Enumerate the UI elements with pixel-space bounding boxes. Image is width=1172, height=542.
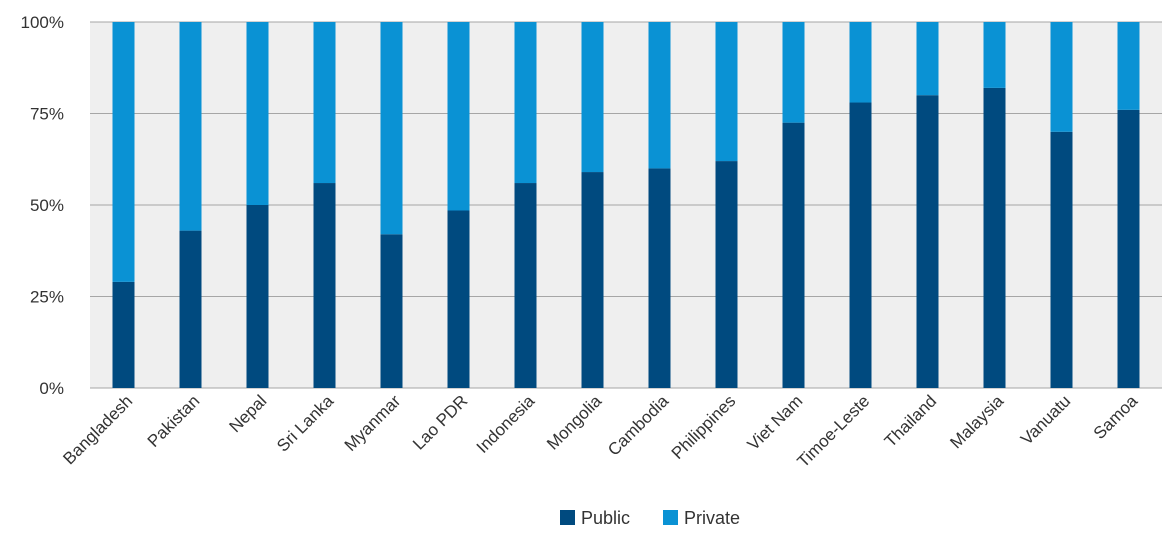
bars xyxy=(112,22,1140,389)
x-category-label: Myanmar xyxy=(341,391,405,455)
bar-public-nepal xyxy=(246,205,269,388)
x-category-label: Lao PDR xyxy=(409,391,471,453)
x-category-label: Cambodia xyxy=(604,391,673,460)
bar-private-indonesia xyxy=(514,22,537,184)
x-category-label: Pakistan xyxy=(144,391,204,451)
bar-private-vanuatu xyxy=(1050,22,1073,132)
x-axis-labels: Bangladesh Pakistan Nepal Sri Lanka Myanmar L… xyxy=(59,391,1141,471)
x-category-label: Bangladesh xyxy=(59,391,136,468)
bar-private-timoe-leste xyxy=(849,22,872,103)
bar-private-lao-pdr xyxy=(447,22,470,211)
y-axis-ticks: 0% 25% 50% 75% 100% xyxy=(21,13,64,398)
bar-private-philippines xyxy=(715,22,738,162)
bar-private-bangladesh xyxy=(112,22,135,282)
bar-public-lao-pdr xyxy=(447,210,470,388)
bar-public-samoa xyxy=(1117,109,1140,388)
x-category-label: Sri Lanka xyxy=(273,391,338,456)
bar-private-sri-lanka xyxy=(313,22,336,184)
bar-public-malaysia xyxy=(983,87,1006,388)
legend: Public Private xyxy=(560,508,740,528)
bar-public-thailand xyxy=(916,95,939,388)
legend-swatch-public xyxy=(560,510,575,525)
x-category-label: Timoe-Leste xyxy=(794,391,874,471)
bar-private-nepal xyxy=(246,22,269,205)
y-tick-label: 100% xyxy=(21,13,64,32)
bar-private-viet-nam xyxy=(782,22,805,123)
bar-private-myanmar xyxy=(380,22,403,235)
x-category-label: Viet Nam xyxy=(744,391,807,454)
bar-public-vanuatu xyxy=(1050,131,1073,389)
bar-public-bangladesh xyxy=(112,281,135,388)
bar-private-thailand xyxy=(916,22,939,96)
bar-private-cambodia xyxy=(648,22,671,169)
bar-private-pakistan xyxy=(179,22,202,231)
y-tick-label: 25% xyxy=(30,288,64,307)
x-category-label: Samoa xyxy=(1090,391,1142,443)
x-category-label: Mongolia xyxy=(543,391,606,454)
legend-label-public: Public xyxy=(581,508,630,528)
legend-swatch-private xyxy=(663,510,678,525)
x-category-label: Vanuatu xyxy=(1017,391,1074,448)
bar-public-sri-lanka xyxy=(313,183,336,388)
bar-private-samoa xyxy=(1117,22,1140,110)
bar-public-philippines xyxy=(715,161,738,388)
bar-public-viet-nam xyxy=(782,122,805,389)
bar-private-malaysia xyxy=(983,22,1006,88)
y-tick-label: 0% xyxy=(39,379,64,398)
bar-public-myanmar xyxy=(380,234,403,388)
bar-private-mongolia xyxy=(581,22,604,173)
bar-public-mongolia xyxy=(581,172,604,388)
y-tick-label: 75% xyxy=(30,105,64,124)
gridlines xyxy=(90,21,1162,389)
x-category-label: Nepal xyxy=(225,391,270,436)
x-category-label: Malaysia xyxy=(946,391,1007,452)
x-category-label: Indonesia xyxy=(473,391,539,457)
legend-label-private: Private xyxy=(684,508,740,528)
x-category-label: Thailand xyxy=(881,391,941,451)
bar-public-cambodia xyxy=(648,168,671,388)
bar-public-pakistan xyxy=(179,230,202,388)
bar-public-timoe-leste xyxy=(849,102,872,389)
bar-public-indonesia xyxy=(514,183,537,388)
x-category-label: Philippines xyxy=(668,391,740,463)
y-tick-label: 50% xyxy=(30,196,64,215)
